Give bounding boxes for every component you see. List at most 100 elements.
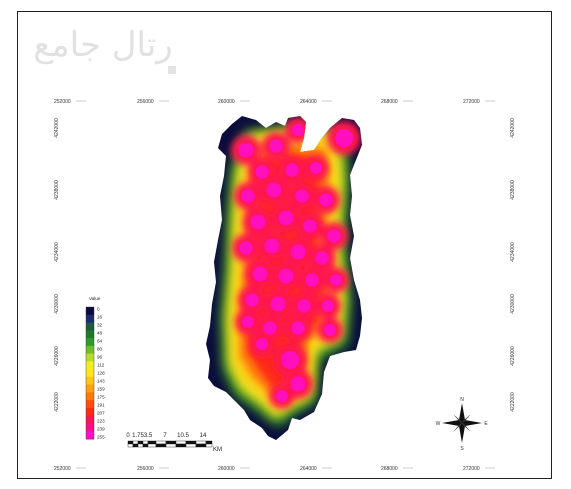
y-tick-left: 4226000 [54,346,60,366]
hotspot [270,296,286,312]
hotspot [327,229,341,243]
hotspot [250,214,266,230]
x-tick-bottom: 264000 [300,466,317,472]
x-tick-top: 256000 [137,99,154,105]
y-tick-left: 4234000 [54,242,60,262]
y-tick-left: 4242000 [54,118,60,138]
legend-title: Value [89,296,101,301]
legend-labels: 0 16 32 48 64 80 96 112 128 143 159 175 191 207 223 239… [97,307,105,440]
hotspot [245,293,259,307]
hotspot [295,189,309,203]
legend-value: 32 [97,323,103,328]
scale-label: 7 [163,433,167,439]
hotspot [322,300,334,312]
legend-value: 239 [97,427,105,432]
hotspot [292,124,304,136]
x-tick-top: 252000 [54,99,71,105]
legend-value: 191 [97,403,105,408]
y-tick-right: 4242000 [510,118,516,138]
hotspot [256,338,268,350]
hotspot [310,162,322,174]
compass-s: S [460,446,464,452]
hotspot [297,299,311,313]
hotspot [264,238,280,254]
scale-unit: KM [213,447,222,453]
interpolated-raster [206,116,362,440]
north-arrow-icon: N E S W [436,397,489,452]
legend-swatch [86,423,94,432]
legend: Value 0 16 32 48 64 80 96 112 128 143 159 175 191 207… [85,296,105,440]
compass-n: N [460,397,464,403]
hotspot [330,274,342,286]
legend-value: 255 [97,435,105,440]
hotspot [255,165,269,179]
hotspot [269,139,283,153]
legend-value: 16 [97,315,103,320]
legend-value: 175 [97,395,105,400]
x-tick-bottom: 260000 [218,466,235,472]
x-tick-bottom: 252000 [54,466,71,472]
legend-swatch [86,361,94,370]
x-tick-bottom: 268000 [381,466,398,472]
legend-value: 143 [97,379,105,384]
hotspot [263,321,277,335]
y-tick-left: 4230000 [54,294,60,314]
hotspot [319,193,333,207]
y-tick-right: 4230000 [510,294,516,314]
legend-value: 159 [97,387,105,392]
hotspot [303,219,317,233]
y-tick-right: 4222000 [510,392,516,412]
scale-label: 0 [126,433,130,439]
hotspot [291,321,305,335]
axis-ticks: 252000 252000 256000 256000 260000 260000 2640… [54,99,516,472]
compass-e: E [484,421,488,427]
x-tick-top: 260000 [218,99,235,105]
hotspot [252,266,268,282]
legend-value: 80 [97,347,103,352]
watermark-logo: رتال جامع [33,25,176,74]
legend-swatch [86,376,94,386]
x-tick-top: 264000 [300,99,317,105]
hotspot [335,129,353,147]
hotspot [290,244,306,260]
hotspot [238,142,254,158]
legend-swatch [86,392,94,401]
hotspot [239,241,253,255]
hotspot [290,376,306,392]
legend-value: 223 [97,419,105,424]
y-tick-left: 4238000 [54,180,60,200]
legend-value: 207 [97,411,105,416]
legend-value: 48 [97,331,103,336]
legend-swatch [86,330,94,339]
x-tick-top: 272000 [463,99,480,105]
scale-label: 14 [200,433,207,439]
hotspot [278,210,294,226]
legend-swatch [86,407,94,417]
legend-value: 96 [97,355,103,360]
hotspot [266,182,282,198]
y-tick-right: 4238000 [510,180,516,200]
y-tick-left: 4222000 [54,392,60,412]
x-tick-top: 268000 [381,99,398,105]
legend-swatch [86,369,94,378]
legend-swatch [86,322,94,331]
legend-swatch [86,415,94,424]
legend-swatch [86,307,94,316]
x-tick-bottom: 256000 [137,466,154,472]
scale-label: 10.5 [177,433,189,439]
legend-value: 64 [97,339,103,344]
hotspot [285,163,299,177]
legend-swatch [86,353,94,362]
legend-swatch [86,345,94,355]
legend-value: 0 [97,307,100,312]
hotspot [276,390,288,402]
scale-label: 1.75 [132,433,144,439]
legend-swatch [86,431,94,440]
legend-color-ramp [85,306,95,440]
scale-bar: 0 1.75 3.5 7 10.5 14 KM [126,433,222,453]
svg-text:رتال جامع: رتال جامع [33,25,172,65]
y-tick-right: 4226000 [510,346,516,366]
hotspot [242,316,254,328]
y-tick-right: 4234000 [510,242,516,262]
